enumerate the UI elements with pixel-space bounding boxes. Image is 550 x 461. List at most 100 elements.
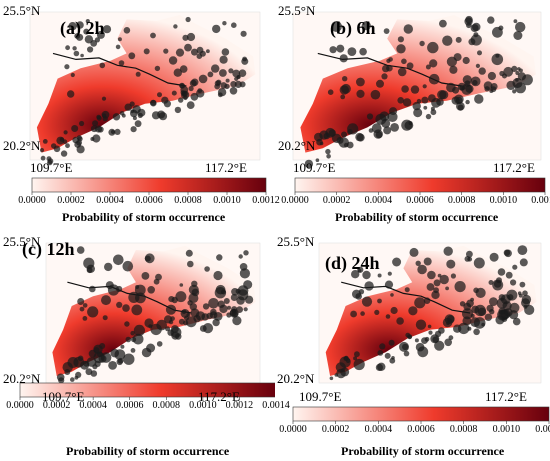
storm-point: [93, 344, 103, 354]
storm-point: [213, 270, 223, 281]
storm-point: [99, 62, 106, 69]
storm-point: [179, 65, 188, 73]
storm-point: [359, 47, 367, 56]
storm-point: [323, 132, 330, 140]
storm-point: [364, 281, 374, 291]
colorbar-title: Probability of storm occurrence: [66, 444, 230, 458]
storm-point: [101, 295, 111, 306]
storm-point: [156, 341, 163, 347]
storm-point: [108, 128, 116, 136]
storm-point: [243, 307, 248, 312]
lat-top-label: 25.5°N: [277, 234, 315, 249]
storm-point: [236, 306, 244, 313]
storm-point: [141, 272, 150, 280]
storm-point: [459, 85, 465, 91]
storm-point: [383, 28, 390, 34]
storm-point: [427, 41, 439, 54]
storm-point: [493, 280, 502, 288]
storm-point: [130, 330, 135, 336]
storm-point: [220, 289, 226, 295]
storm-point: [511, 65, 518, 72]
storm-point: [68, 22, 77, 31]
storm-point: [406, 62, 414, 70]
storm-point: [503, 249, 511, 256]
storm-point: [56, 373, 65, 382]
lon-left-label: 109.7°E: [30, 160, 73, 175]
colorbar-tick-label: 0.0012: [252, 195, 280, 206]
storm-point: [517, 291, 522, 295]
storm-point: [396, 44, 406, 54]
storm-point: [358, 289, 365, 295]
colorbar-tick-label: 0.0004: [364, 195, 393, 206]
storm-point: [489, 297, 498, 306]
storm-point: [351, 270, 360, 279]
storm-point: [212, 24, 221, 34]
storm-point: [331, 21, 342, 32]
storm-point: [513, 19, 518, 24]
storm-point: [477, 307, 487, 316]
colorbar: [292, 406, 550, 422]
storm-point: [404, 287, 410, 293]
storm-point: [72, 46, 77, 51]
storm-point: [228, 68, 234, 74]
storm-point: [374, 309, 380, 315]
storm-point: [401, 119, 413, 131]
storm-point: [474, 94, 484, 104]
storm-point: [219, 69, 227, 77]
storm-point: [77, 298, 85, 305]
storm-point: [362, 270, 371, 280]
storm-point: [401, 58, 407, 65]
storm-point: [434, 330, 442, 338]
storm-point: [155, 273, 162, 281]
storm-point: [216, 254, 223, 261]
storm-point: [130, 348, 136, 353]
storm-point: [430, 109, 437, 116]
storm-point: [470, 297, 474, 302]
storm-point: [133, 324, 145, 336]
storm-point: [484, 86, 490, 92]
storm-point: [108, 361, 117, 370]
storm-point: [470, 313, 475, 318]
storm-point: [517, 245, 528, 255]
storm-point: [180, 309, 190, 318]
storm-point: [428, 330, 433, 335]
storm-point: [439, 19, 447, 28]
storm-point: [180, 90, 190, 100]
storm-point: [339, 85, 349, 95]
storm-point: [39, 148, 45, 153]
storm-point: [390, 306, 398, 315]
storm-point: [463, 302, 472, 311]
panel-label: (c) 12h: [22, 239, 75, 259]
panel-label: (a) 2h: [60, 18, 105, 38]
colorbar-tick-label: 0.0010: [492, 424, 521, 435]
storm-point: [473, 32, 479, 38]
storm-point: [158, 112, 168, 121]
storm-point: [522, 290, 528, 296]
storm-point: [238, 69, 247, 77]
storm-point: [468, 38, 476, 46]
storm-point: [229, 87, 238, 95]
storm-point: [238, 254, 243, 259]
storm-point: [112, 113, 121, 121]
panel-label: (b) 6h: [330, 18, 376, 38]
storm-point: [221, 48, 230, 56]
storm-point: [415, 260, 421, 266]
storm-point: [439, 274, 449, 285]
storm-point: [104, 262, 113, 272]
storm-point: [361, 296, 373, 307]
storm-point: [96, 115, 102, 121]
lon-right-label: 117.2°E: [198, 389, 240, 404]
colorbar-tick-label: 0.0004: [96, 195, 124, 206]
storm-point: [83, 28, 90, 35]
storm-point: [458, 322, 470, 335]
storm-point: [377, 298, 382, 304]
storm-point: [434, 340, 445, 351]
storm-point: [336, 44, 345, 53]
storm-point: [102, 113, 107, 118]
storm-point: [415, 319, 427, 330]
storm-point: [76, 246, 85, 254]
storm-point: [71, 125, 79, 132]
lat-top-label: 25.5°N: [3, 3, 41, 18]
storm-point: [331, 133, 342, 143]
storm-point: [509, 302, 520, 313]
